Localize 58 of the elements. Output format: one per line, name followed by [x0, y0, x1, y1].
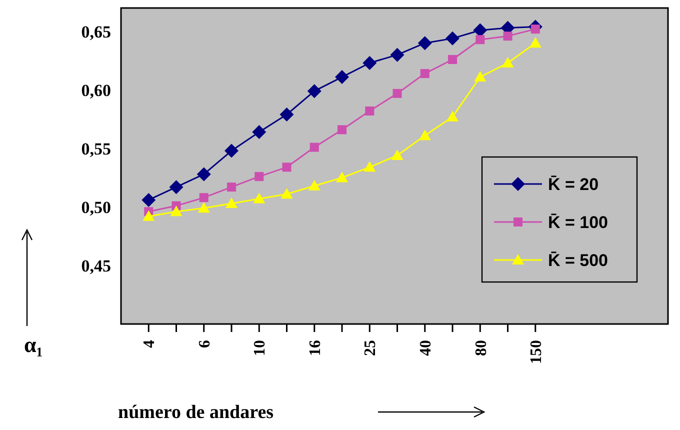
legend-label: K̄ = 100: [548, 212, 608, 232]
y-tick-label: 0,65: [81, 22, 111, 42]
point: [391, 149, 404, 160]
point: [252, 125, 266, 140]
point: [420, 69, 430, 78]
point: [336, 172, 348, 182]
x-axis-title: número de andares: [118, 402, 274, 423]
point: [529, 37, 542, 48]
y-axis-title: α₁: [24, 332, 43, 357]
legend-label: K̄ = 20: [548, 174, 599, 194]
point: [448, 54, 458, 64]
point: [198, 202, 210, 213]
point: [446, 110, 459, 122]
x-tick-label: 4: [141, 340, 158, 348]
point: [254, 172, 264, 182]
point: [446, 31, 460, 46]
legend-label: K̄ = 500: [548, 250, 608, 270]
x-tick-label: 6: [196, 340, 214, 348]
point: [196, 167, 211, 182]
point: [364, 161, 376, 172]
point: [474, 71, 486, 82]
point: [224, 144, 239, 158]
point: [142, 192, 156, 207]
point: [418, 130, 431, 140]
point: [199, 193, 208, 202]
x-tick-label: 16: [306, 340, 324, 356]
x-tick-label: 10: [252, 340, 269, 356]
point: [418, 36, 432, 50]
point: [253, 192, 266, 204]
point: [390, 48, 404, 62]
point: [365, 106, 374, 116]
point: [473, 23, 488, 38]
point: [227, 182, 236, 192]
y-tick-label: 0,60: [81, 80, 111, 100]
point: [362, 56, 377, 70]
point: [502, 57, 514, 68]
x-tick-label: 150: [528, 340, 545, 364]
point: [142, 210, 155, 221]
point: [310, 142, 319, 152]
point: [226, 197, 238, 208]
point: [169, 180, 184, 194]
point: [476, 35, 485, 44]
point: [280, 188, 293, 199]
point: [503, 32, 512, 41]
y-tick-label: 0,50: [81, 198, 111, 217]
point: [392, 88, 402, 98]
point: [338, 125, 347, 134]
point: [282, 162, 292, 172]
point: [308, 180, 320, 190]
x-tick-label: 25: [362, 340, 380, 356]
point: [335, 70, 350, 84]
x-tick-label: 40: [417, 340, 434, 356]
point: [280, 108, 294, 122]
point: [307, 84, 322, 98]
y-tick-label: 0,55: [81, 139, 111, 158]
y-tick-label: 0,45: [81, 256, 111, 276]
point: [170, 206, 182, 216]
x-tick-label: 80: [472, 340, 490, 356]
